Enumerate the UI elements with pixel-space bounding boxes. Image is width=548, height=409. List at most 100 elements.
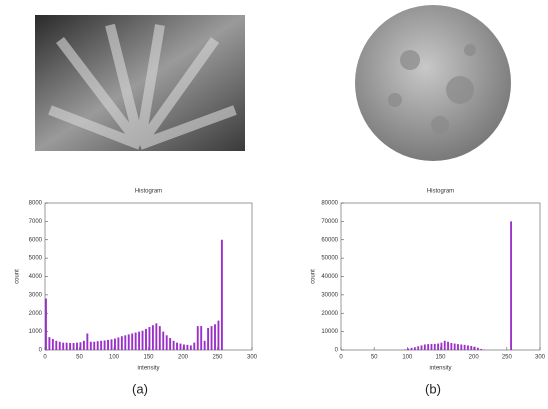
bar (149, 327, 151, 350)
bar (142, 331, 144, 350)
x-tick-label: 100 (109, 355, 120, 361)
bar (427, 344, 429, 350)
bar (76, 343, 78, 350)
x-tick-label: 150 (143, 355, 154, 361)
y-tick-label: 1000 (29, 329, 43, 335)
y-tick-label: 2000 (29, 311, 43, 317)
bar (128, 334, 130, 350)
y-tick-label: 3000 (29, 292, 43, 298)
bar (97, 341, 99, 350)
bar (166, 335, 168, 350)
bar (155, 323, 157, 350)
y-tick-label: 20000 (321, 311, 338, 317)
photo-moon (355, 5, 511, 161)
bar (404, 349, 406, 350)
y-axis-label: count (311, 269, 317, 284)
bar (434, 344, 436, 350)
bar (454, 344, 456, 350)
bar (100, 341, 102, 350)
bar (135, 333, 137, 350)
y-tick-label: 60000 (321, 237, 338, 243)
bar (460, 344, 462, 350)
bar (211, 326, 213, 350)
bar (48, 337, 50, 350)
x-tick-label: 150 (435, 355, 446, 361)
bar (138, 332, 140, 350)
y-tick-label: 30000 (321, 292, 338, 298)
bar (107, 340, 109, 350)
y-tick-label: 4000 (29, 274, 43, 280)
y-tick-label: 0 (39, 348, 43, 354)
bar (111, 339, 113, 350)
bar (474, 347, 476, 350)
bar (441, 343, 443, 350)
chart-title: Histogram (427, 189, 454, 195)
bar (162, 332, 164, 350)
chart-title: Histogram (135, 189, 162, 195)
bar (80, 342, 82, 350)
x-tick-label: 100 (402, 355, 413, 361)
x-axis-label: intensity (429, 366, 451, 372)
x-tick-label: 0 (43, 355, 47, 361)
bar (200, 326, 202, 350)
bar (407, 349, 409, 350)
bar (417, 346, 419, 350)
bar (186, 345, 188, 350)
bar (176, 343, 178, 350)
bar (421, 345, 423, 350)
bar (464, 345, 466, 350)
bar (104, 340, 106, 350)
bar (117, 338, 119, 350)
bar (52, 339, 54, 350)
caption: (b) (425, 381, 441, 396)
x-tick-label: 250 (212, 355, 223, 361)
bar (121, 336, 123, 350)
figure: Histogramintensitycount01000200030004000… (0, 0, 548, 404)
x-tick-label: 50 (76, 355, 83, 361)
y-axis-label: count (15, 269, 21, 284)
y-tick-label: 40000 (321, 274, 338, 280)
bar (414, 347, 416, 350)
bar (437, 344, 439, 350)
bar (83, 341, 85, 350)
bar (431, 344, 433, 350)
bar (457, 344, 459, 350)
bar (45, 299, 47, 350)
bar (480, 349, 482, 350)
y-tick-label: 7000 (29, 219, 43, 225)
bar (218, 321, 220, 350)
y-tick-label: 70000 (321, 219, 338, 225)
bar (169, 338, 171, 350)
bar (173, 341, 175, 350)
bar (207, 328, 209, 350)
bar (197, 326, 199, 350)
bar (69, 343, 71, 350)
bar (55, 341, 57, 350)
bar (204, 341, 206, 350)
x-tick-label: 0 (339, 355, 343, 361)
bar (190, 345, 192, 350)
caption: (a) (132, 381, 148, 396)
bar (145, 329, 147, 350)
bar (180, 344, 182, 350)
y-tick-label: 50000 (321, 256, 338, 262)
x-tick-label: 300 (535, 355, 546, 361)
y-tick-label: 5000 (29, 256, 43, 262)
x-tick-label: 50 (371, 355, 378, 361)
bar (66, 343, 68, 350)
bar (450, 343, 452, 350)
bar (183, 344, 185, 350)
bar (73, 343, 75, 350)
bar (444, 341, 446, 350)
bar (59, 342, 61, 350)
y-tick-label: 10000 (321, 329, 338, 335)
bar (86, 333, 88, 350)
bar (424, 344, 426, 350)
x-tick-label: 250 (502, 355, 513, 361)
bar (193, 343, 195, 350)
bar (447, 342, 449, 350)
x-axis-label: intensity (137, 366, 159, 372)
bar (62, 343, 64, 350)
bar (510, 221, 512, 350)
y-tick-label: 8000 (29, 201, 43, 207)
